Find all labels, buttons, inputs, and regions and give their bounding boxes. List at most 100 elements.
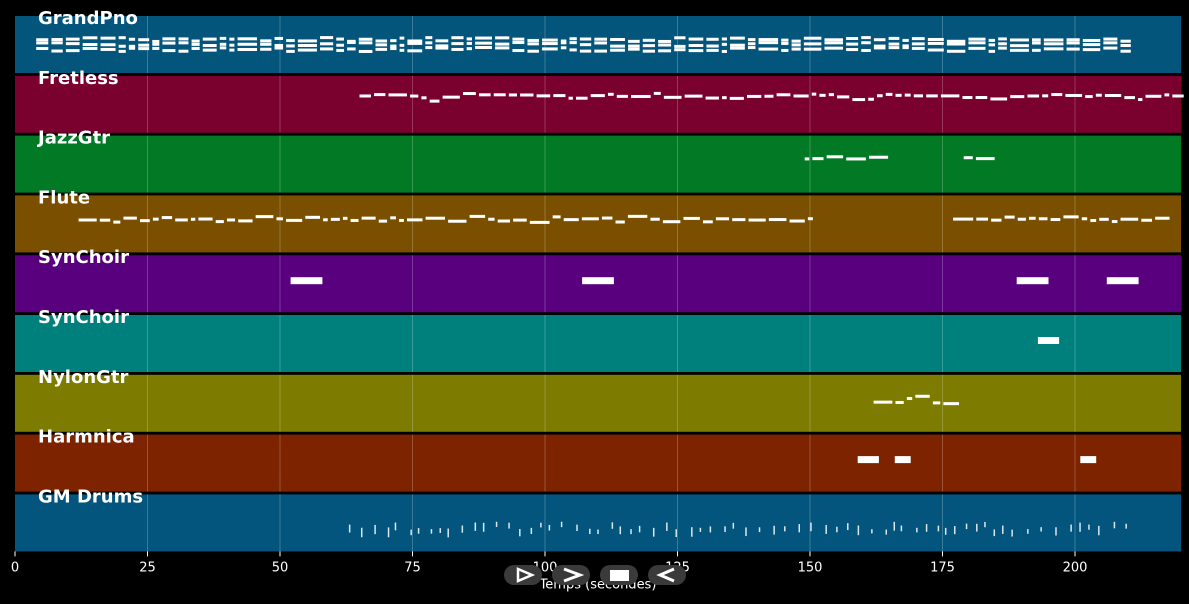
note — [642, 44, 655, 48]
note — [610, 48, 625, 52]
track-lane[interactable] — [15, 494, 1181, 552]
note — [78, 218, 97, 222]
fast-forward-button[interactable] — [552, 565, 590, 585]
note — [943, 402, 960, 406]
note — [36, 46, 49, 50]
note — [378, 219, 388, 223]
note — [904, 93, 911, 97]
note — [100, 36, 116, 40]
note — [579, 43, 592, 47]
note — [926, 94, 938, 98]
note — [988, 43, 996, 47]
note — [746, 94, 762, 98]
note — [1155, 216, 1170, 220]
note — [888, 36, 900, 40]
track-lane[interactable] — [15, 195, 1181, 253]
note — [100, 43, 116, 47]
note — [474, 522, 477, 531]
note — [776, 93, 791, 97]
note — [286, 218, 303, 222]
note — [803, 42, 822, 46]
note — [65, 42, 80, 46]
note — [968, 37, 986, 41]
note — [998, 46, 1007, 50]
note — [118, 44, 126, 48]
note — [475, 46, 492, 50]
note — [138, 43, 150, 47]
track-lane[interactable] — [15, 315, 1181, 372]
note — [425, 41, 433, 45]
note — [691, 527, 693, 537]
note — [944, 527, 947, 535]
track-lane[interactable] — [15, 374, 1181, 432]
note — [190, 217, 196, 221]
note — [536, 94, 551, 98]
track-lane[interactable] — [15, 135, 1181, 193]
note — [128, 44, 136, 48]
note — [1027, 529, 1029, 534]
note — [932, 401, 941, 405]
note — [852, 98, 866, 102]
note — [178, 41, 189, 45]
note — [895, 400, 904, 404]
note — [877, 94, 883, 98]
note — [781, 41, 789, 45]
note — [906, 397, 913, 401]
note — [732, 218, 746, 222]
note — [421, 96, 427, 100]
note — [871, 529, 873, 534]
note — [946, 49, 966, 53]
note — [715, 217, 730, 221]
play-icon — [516, 567, 536, 583]
note — [846, 37, 859, 41]
track-lane[interactable] — [15, 75, 1181, 133]
note — [1120, 39, 1131, 43]
note — [868, 97, 874, 101]
note — [358, 49, 373, 53]
note — [847, 523, 849, 531]
note — [495, 521, 498, 527]
note — [791, 43, 801, 47]
note — [508, 93, 517, 97]
note — [219, 42, 227, 46]
note — [390, 39, 397, 43]
note — [911, 42, 925, 46]
note — [439, 528, 442, 533]
note — [482, 522, 485, 532]
note — [902, 44, 909, 48]
note — [846, 42, 859, 46]
note — [674, 44, 686, 48]
note — [336, 48, 344, 52]
stop-button[interactable] — [600, 565, 638, 585]
note — [358, 41, 373, 45]
note — [658, 39, 672, 43]
note — [191, 39, 200, 43]
note — [466, 37, 472, 41]
note — [375, 39, 388, 43]
note — [297, 48, 317, 52]
note — [988, 49, 996, 53]
track-lane[interactable] — [15, 434, 1181, 492]
note — [161, 216, 173, 220]
note — [730, 43, 745, 47]
note — [837, 95, 850, 99]
note — [497, 219, 511, 223]
note — [885, 529, 888, 535]
note — [902, 46, 909, 50]
rewind-button[interactable] — [648, 565, 686, 585]
note — [807, 217, 813, 221]
note — [202, 37, 217, 41]
play-button[interactable] — [504, 565, 542, 585]
note — [688, 37, 704, 41]
note — [927, 48, 944, 52]
note — [466, 47, 472, 51]
note — [745, 527, 747, 537]
note — [803, 47, 822, 51]
note — [1106, 277, 1139, 285]
note — [320, 42, 334, 46]
note — [297, 39, 317, 43]
track-label: SynChoir — [38, 307, 129, 328]
note — [430, 529, 433, 534]
note — [638, 525, 641, 533]
note — [113, 220, 121, 224]
